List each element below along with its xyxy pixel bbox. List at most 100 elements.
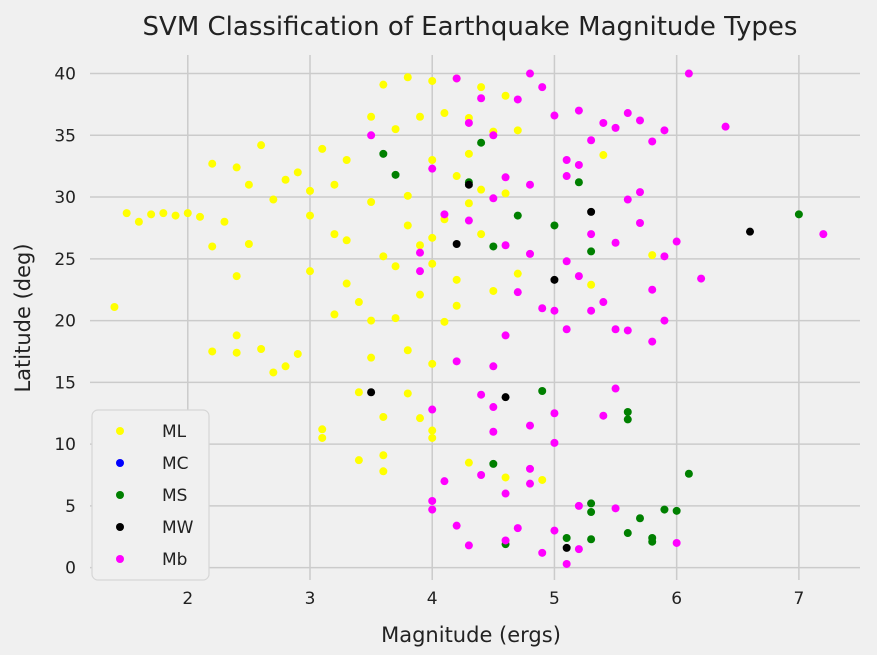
legend-marker-mb [116, 555, 124, 563]
data-point-ml [208, 347, 217, 356]
data-point-mb [587, 136, 596, 145]
data-point-ml [477, 230, 486, 239]
data-point-ml [208, 159, 217, 168]
data-point-mb [587, 306, 596, 315]
data-point-ml [403, 389, 412, 398]
legend-label-ms: MS [162, 486, 187, 506]
data-point-ml [648, 251, 657, 260]
data-point-ms [513, 211, 522, 220]
data-point-ms [379, 149, 388, 158]
data-point-mb [440, 210, 449, 219]
data-point-mb [428, 164, 437, 173]
data-point-mb [477, 94, 486, 103]
data-point-ml [599, 151, 608, 160]
data-point-ml [342, 279, 351, 288]
data-point-mb [526, 180, 534, 189]
data-point-mb [489, 362, 498, 371]
y-tick-label: 0 [65, 559, 76, 579]
x-tick-label: 2 [182, 589, 193, 609]
data-point-ml [232, 331, 241, 340]
data-point-mb [452, 74, 461, 83]
data-point-ml [281, 362, 290, 371]
data-point-mb [428, 505, 437, 514]
data-point-mb [416, 267, 424, 276]
data-point-ml [306, 211, 314, 220]
data-point-mb [538, 83, 547, 92]
data-point-mb [526, 249, 534, 258]
data-point-mb [562, 325, 571, 334]
data-point-ml [354, 456, 363, 465]
data-point-ml [306, 267, 314, 276]
data-point-mb [819, 230, 828, 239]
data-point-ml [232, 163, 241, 172]
data-point-ml [428, 426, 437, 435]
data-point-mb [721, 122, 730, 131]
data-point-mb [611, 384, 620, 393]
data-point-mb [550, 438, 559, 447]
grid-layer [90, 55, 860, 580]
y-tick-label: 25 [54, 250, 76, 270]
data-point-ms [587, 247, 596, 256]
data-point-ml [293, 168, 302, 177]
data-point-mb [464, 118, 473, 127]
data-point-mb [501, 241, 510, 250]
data-point-ml [318, 433, 327, 442]
data-point-mb [574, 106, 583, 115]
data-point-mb [477, 390, 486, 399]
data-point-mb [428, 405, 437, 414]
y-tick-label: 35 [54, 126, 76, 146]
data-point-mb [672, 538, 681, 547]
data-point-ms [672, 506, 681, 515]
data-point-mb [464, 216, 473, 225]
data-point-mb [562, 559, 571, 568]
data-point-ml [379, 252, 388, 261]
data-point-ml [403, 221, 412, 230]
data-point-mb [489, 403, 498, 412]
data-point-mb [574, 160, 583, 169]
data-point-mb [440, 477, 449, 486]
data-point-mb [562, 156, 571, 164]
x-tick-label: 3 [305, 589, 316, 609]
data-point-mb [550, 111, 559, 120]
data-point-mb [501, 489, 510, 498]
data-point-mb [648, 137, 657, 146]
data-point-mb [599, 298, 608, 307]
data-point-mb [526, 479, 534, 488]
data-point-ml [391, 314, 400, 323]
data-point-ms [489, 459, 498, 468]
data-point-ms [660, 505, 669, 514]
data-point-mb [660, 252, 669, 261]
data-point-mb [599, 118, 608, 127]
data-point-ml [428, 76, 437, 85]
data-point-ms [623, 415, 632, 424]
data-point-ms [684, 469, 693, 478]
y-tick-label: 20 [54, 312, 76, 332]
data-point-mw [367, 388, 376, 397]
data-point-ml [318, 425, 327, 434]
data-point-mb [623, 326, 632, 335]
data-point-ml [183, 209, 192, 218]
data-point-mb [587, 230, 596, 239]
data-point-ml [208, 242, 217, 251]
legend-label-mw: MW [162, 518, 194, 538]
data-point-ml [440, 109, 449, 118]
data-point-ml [391, 262, 400, 271]
data-point-ml [379, 412, 388, 421]
y-tick-label: 10 [54, 435, 76, 455]
data-point-mb [648, 337, 657, 346]
data-point-ml [464, 458, 473, 467]
data-point-ms [636, 514, 644, 523]
data-point-ml [220, 217, 229, 226]
data-point-ms [489, 242, 498, 251]
data-point-ml [452, 301, 461, 310]
data-point-mb [574, 501, 583, 510]
legend-label-mc: MC [162, 454, 189, 474]
data-point-ml [134, 217, 143, 226]
data-point-mb [513, 288, 522, 297]
data-point-mb [599, 411, 608, 420]
data-point-ml [232, 272, 241, 281]
data-point-mb [550, 526, 559, 535]
data-point-mw [562, 543, 571, 552]
x-axis-label: Magnitude (ergs) [381, 623, 561, 647]
